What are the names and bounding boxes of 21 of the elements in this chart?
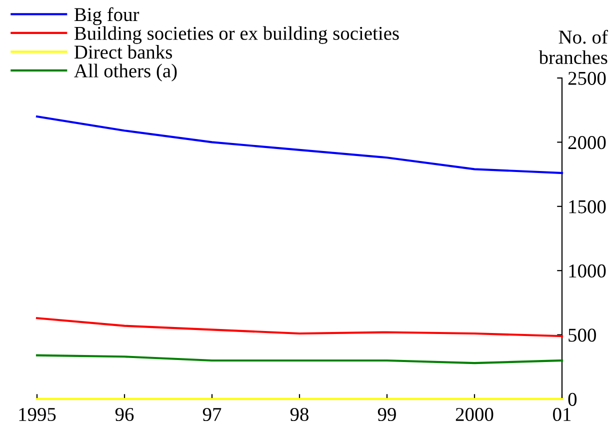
x-tick-label: 99 — [378, 408, 396, 422]
x-tick-label: 98 — [290, 408, 308, 422]
y-tick-label: 1000 — [569, 264, 606, 278]
legend-label: All others (a) — [74, 64, 177, 82]
legend-label: Big four — [74, 7, 140, 26]
x-tick-label: 96 — [115, 408, 134, 422]
line-series — [36, 317, 564, 338]
y-tick-label: 2000 — [568, 136, 606, 150]
x-tick-label: 1995 — [19, 408, 56, 422]
y-tick-label: 1500 — [569, 200, 606, 214]
x-tick-label: 97 — [202, 408, 222, 422]
y-axis-title: No. of branches — [538, 30, 608, 64]
line-series — [36, 354, 564, 364]
y-tick-label: 2500 — [568, 72, 606, 85]
legend-label: Building societies or ex building societies — [74, 26, 399, 44]
line-series — [36, 115, 564, 174]
x-tick-label: 01 — [553, 408, 571, 422]
legend-label: Direct banks — [74, 45, 172, 59]
y-tick-label: 500 — [568, 328, 596, 342]
y-tick-label: 0 — [568, 392, 577, 406]
x-tick-label: 2000 — [456, 408, 494, 422]
